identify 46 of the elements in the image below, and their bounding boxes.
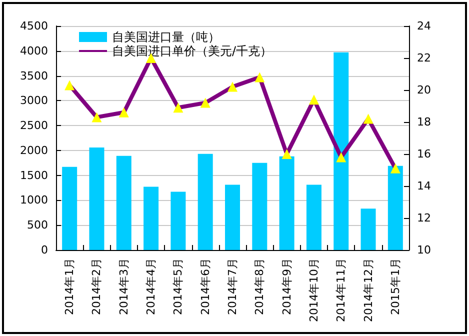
y-tick-label: 500 bbox=[27, 218, 48, 232]
y-tick-label: 0 bbox=[41, 244, 48, 256]
bar bbox=[279, 156, 294, 250]
bar bbox=[334, 52, 349, 250]
bar bbox=[170, 192, 186, 250]
x-tick-label: 2014年2月 bbox=[90, 258, 104, 315]
bar bbox=[306, 184, 322, 250]
y-tick-label: 1000 bbox=[20, 194, 48, 207]
bar bbox=[116, 156, 132, 250]
x-tick-label: 2014年7月 bbox=[226, 258, 239, 315]
y-tick-label: 2500 bbox=[20, 119, 48, 132]
y2-tick-label: 22 bbox=[417, 52, 431, 64]
y2-tick-label: 24 bbox=[417, 20, 431, 32]
bar bbox=[252, 162, 268, 250]
x-tick-label: 2015年1月 bbox=[388, 258, 402, 315]
x-tick-label: 2014年10月 bbox=[307, 258, 320, 322]
x-tick-label: 2014年9月 bbox=[280, 258, 294, 315]
y-tick-label: 2000 bbox=[20, 144, 48, 157]
x-tick-label: 2014年8月 bbox=[253, 258, 266, 315]
y2-tick-label: 10 bbox=[417, 244, 431, 256]
bar bbox=[89, 147, 104, 250]
y-tick-label: 4000 bbox=[20, 44, 48, 58]
x-tick-label: 2014年12月 bbox=[362, 258, 375, 322]
bar bbox=[360, 208, 376, 250]
x-tick-label: 2014年6月 bbox=[198, 258, 212, 315]
y2-tick-label: 18 bbox=[417, 116, 431, 128]
y2-tick-label: 16 bbox=[417, 148, 431, 160]
legend-label: 自美国进口量（吨） bbox=[112, 30, 220, 44]
y2-tick-label: 20 bbox=[417, 84, 431, 96]
bar bbox=[144, 186, 159, 250]
bar bbox=[198, 154, 213, 250]
bar bbox=[388, 166, 403, 250]
legend-label: 自美国进口单价（美元/千克） bbox=[112, 44, 272, 58]
x-tick-label: 2014年4月 bbox=[144, 258, 158, 315]
y-tick-label: 3000 bbox=[20, 94, 48, 108]
y2-tick-label: 14 bbox=[417, 180, 431, 192]
y-tick-label: 4500 bbox=[20, 20, 48, 32]
x-tick-label: 2014年5月 bbox=[172, 258, 185, 315]
y-tick-label: 3500 bbox=[20, 69, 48, 82]
y2-tick-label: 12 bbox=[417, 212, 431, 224]
bar bbox=[225, 184, 240, 250]
y-tick-label: 1500 bbox=[20, 168, 48, 182]
bar bbox=[62, 166, 78, 250]
x-tick-label: 2014年3月 bbox=[117, 258, 130, 315]
x-tick-label: 2014年1月 bbox=[63, 258, 76, 315]
x-tick-label: 2014年11月 bbox=[334, 258, 348, 322]
